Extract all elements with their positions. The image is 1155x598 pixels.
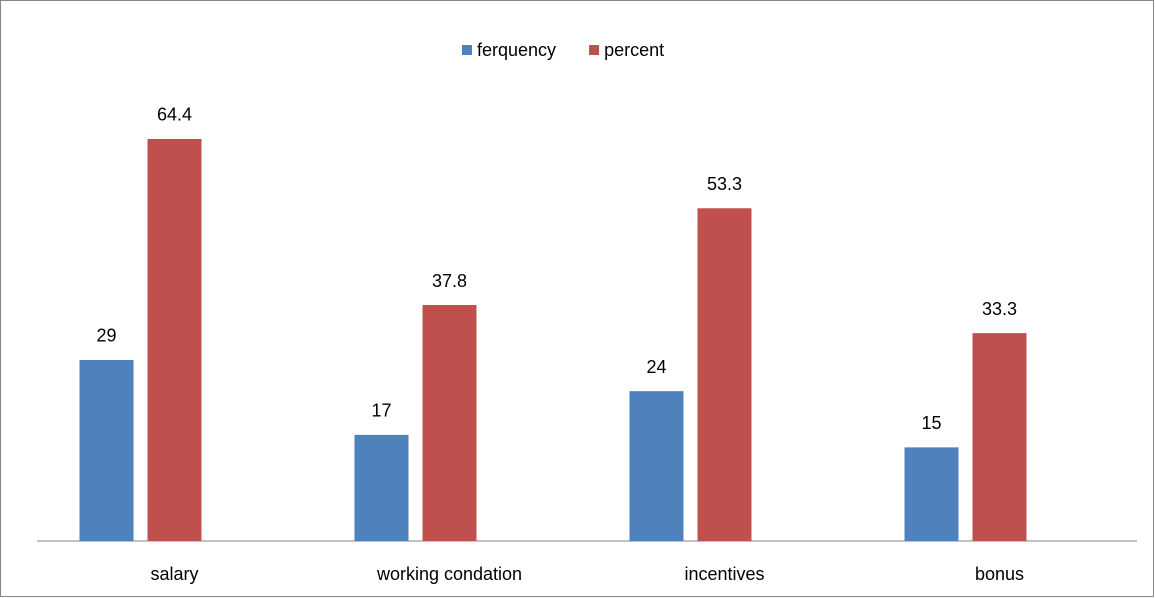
x-tick-label: salary	[150, 564, 198, 584]
legend-swatch	[462, 45, 472, 55]
data-label: 17	[371, 401, 391, 421]
bar	[147, 138, 202, 541]
data-label: 15	[921, 413, 941, 433]
data-label: 24	[646, 357, 666, 377]
x-tick-label: incentives	[684, 564, 764, 584]
x-tick-label: bonus	[975, 564, 1024, 584]
legend-swatch	[589, 45, 600, 55]
data-label: 64.4	[157, 105, 192, 125]
bar	[904, 447, 959, 541]
bar	[972, 333, 1027, 541]
legend-label: percent	[604, 40, 664, 60]
data-label: 53.3	[707, 174, 742, 194]
bar	[697, 208, 752, 541]
bar	[422, 305, 477, 541]
x-tick-label: working condation	[376, 564, 522, 584]
data-label: 33.3	[982, 299, 1017, 319]
data-label: 37.8	[432, 271, 467, 291]
legend-label: ferquency	[477, 40, 556, 60]
data-label: 29	[96, 326, 116, 346]
bar	[79, 359, 134, 541]
bar	[354, 434, 409, 541]
bar	[629, 391, 684, 541]
